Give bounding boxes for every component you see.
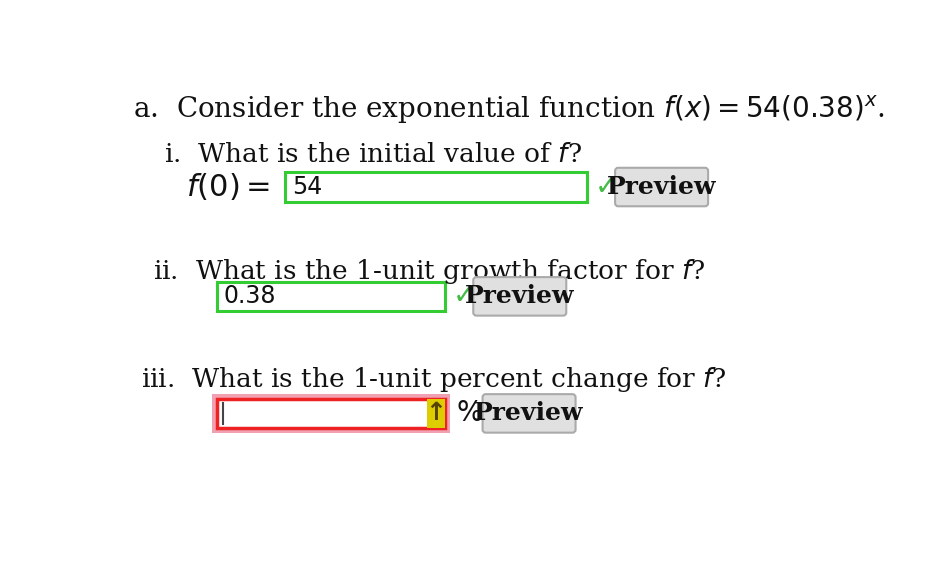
Text: Preview: Preview — [606, 175, 716, 199]
Text: i.  What is the initial value of $f$?: i. What is the initial value of $f$? — [164, 142, 581, 166]
FancyBboxPatch shape — [473, 277, 565, 316]
Bar — [426, 399, 445, 428]
Text: 54: 54 — [292, 175, 322, 199]
Text: Preview: Preview — [464, 284, 574, 309]
Text: $f(0)=$: $f(0)=$ — [185, 171, 270, 202]
Bar — [217, 282, 445, 311]
Text: iii.  What is the 1-unit percent change for $f$?: iii. What is the 1-unit percent change f… — [141, 365, 726, 394]
Text: ✓: ✓ — [452, 283, 476, 310]
Text: ↑: ↑ — [425, 402, 446, 425]
Text: 0.38: 0.38 — [223, 284, 276, 309]
Bar — [217, 399, 445, 428]
Text: Preview: Preview — [474, 402, 583, 425]
Text: ✓: ✓ — [594, 173, 617, 201]
Bar — [285, 173, 587, 202]
Bar — [212, 394, 450, 433]
FancyBboxPatch shape — [615, 168, 707, 206]
Text: ii.  What is the 1-unit growth factor for $f$?: ii. What is the 1-unit growth factor for… — [153, 257, 705, 286]
FancyBboxPatch shape — [482, 394, 575, 433]
Text: a.  Consider the exponential function $f(x) = 54(0.38)^x$.: a. Consider the exponential function $f(… — [133, 94, 884, 126]
Text: %: % — [456, 399, 482, 428]
